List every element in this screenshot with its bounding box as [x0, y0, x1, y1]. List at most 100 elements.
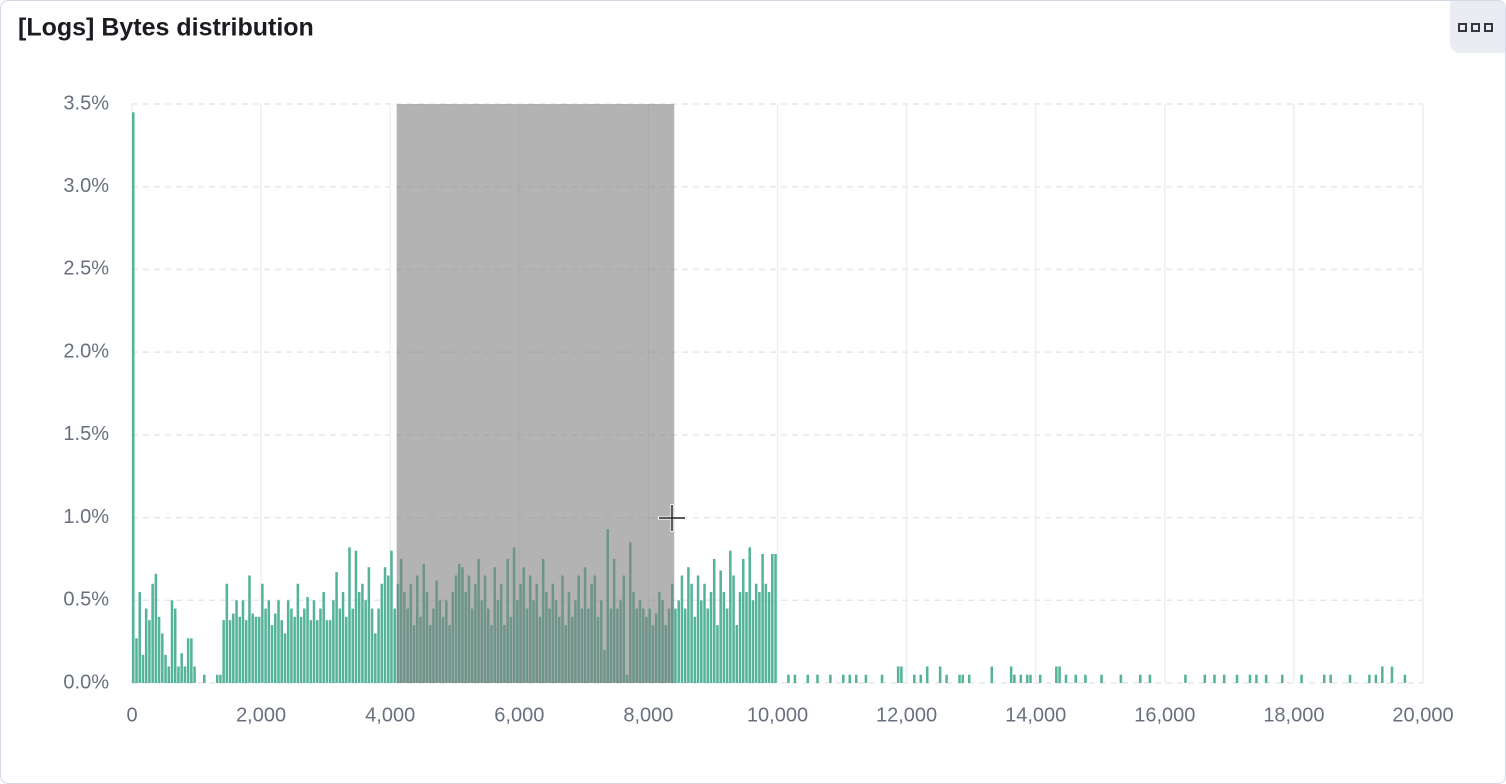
bar: [380, 583, 384, 683]
bar: [238, 616, 242, 683]
bar: [1058, 666, 1061, 683]
bar: [1235, 674, 1239, 683]
bar: [254, 616, 258, 683]
bar: [232, 613, 235, 683]
bar: [328, 620, 332, 683]
bar: [228, 620, 232, 683]
bar: [1213, 674, 1216, 683]
bar: [683, 608, 687, 683]
bar: [322, 592, 325, 683]
bar: [141, 654, 145, 683]
bar: [306, 596, 309, 683]
bar: [148, 620, 151, 683]
bar: [219, 674, 222, 683]
bar: [144, 608, 148, 683]
bar: [1222, 674, 1226, 683]
bar: [267, 600, 271, 683]
bar: [315, 620, 319, 683]
bar: [341, 592, 345, 683]
bar: [348, 547, 351, 683]
bar: [967, 674, 971, 683]
bar: [1390, 666, 1394, 683]
bar: [771, 553, 774, 683]
bar: [738, 592, 742, 683]
bar: [1255, 674, 1258, 683]
bar: [173, 608, 177, 683]
bar: [393, 608, 396, 683]
bar: [286, 600, 290, 683]
bar: [248, 575, 251, 683]
bar: [761, 553, 764, 683]
bar: [290, 608, 293, 683]
bar: [225, 583, 229, 683]
panel-menu[interactable]: [1450, 1, 1505, 53]
x-tick-label: 0: [126, 704, 137, 726]
bar: [680, 575, 684, 683]
bar: [938, 666, 942, 683]
bar: [751, 600, 755, 683]
bar: [167, 666, 171, 683]
bar: [177, 666, 180, 683]
y-tick-label: 1.5%: [63, 423, 109, 445]
bar: [377, 608, 380, 683]
x-tick-label: 12,000: [876, 704, 937, 726]
bar: [693, 616, 697, 683]
chart-title: [Logs] Bytes distribution: [18, 14, 314, 42]
bar: [257, 616, 261, 683]
y-tick-label: 3.0%: [63, 175, 109, 197]
bar: [261, 583, 264, 683]
bar: [170, 600, 174, 683]
bar: [364, 600, 367, 683]
x-tick-label: 14,000: [1005, 704, 1066, 726]
y-tick-label: 2.5%: [63, 258, 109, 280]
bar: [1074, 674, 1077, 683]
bar: [700, 600, 703, 683]
bar: [235, 600, 238, 683]
bar: [367, 567, 371, 683]
bar: [374, 633, 377, 683]
bar: [190, 638, 193, 683]
bar: [787, 674, 790, 683]
bar: [829, 674, 832, 683]
bar: [180, 653, 183, 683]
bar: [758, 592, 761, 683]
bar: [709, 592, 713, 683]
bar: [748, 547, 751, 683]
bar: [1368, 674, 1371, 683]
bar: [816, 674, 819, 683]
bar: [1264, 674, 1268, 683]
bar: [900, 666, 903, 683]
bar: [793, 674, 797, 683]
bar: [690, 583, 693, 683]
bar: [151, 583, 154, 683]
bar: [222, 620, 225, 683]
bar: [741, 558, 745, 683]
bar: [1403, 674, 1407, 683]
bar: [703, 583, 706, 683]
bar: [1374, 674, 1378, 683]
y-tick-label: 1.0%: [63, 506, 109, 528]
bar: [958, 674, 961, 683]
bar: [842, 674, 845, 683]
bar: [674, 608, 677, 683]
bar: [338, 608, 342, 683]
bar: [754, 583, 758, 683]
y-tick-label: 3.5%: [63, 92, 109, 114]
bar: [351, 608, 354, 683]
bar: [277, 600, 280, 683]
bar: [264, 608, 267, 683]
bar: [270, 625, 274, 683]
bar: [767, 592, 771, 683]
bar: [183, 666, 187, 683]
bar: [157, 616, 161, 683]
cursor: [659, 505, 685, 531]
bar: [864, 674, 868, 683]
bar: [735, 625, 739, 683]
bar: [299, 616, 303, 683]
bar: [1322, 674, 1326, 683]
bar: [345, 616, 348, 683]
x-tick-label: 4,000: [365, 704, 415, 726]
bar: [745, 592, 748, 683]
bar: [1013, 674, 1016, 683]
bar: [283, 633, 287, 683]
